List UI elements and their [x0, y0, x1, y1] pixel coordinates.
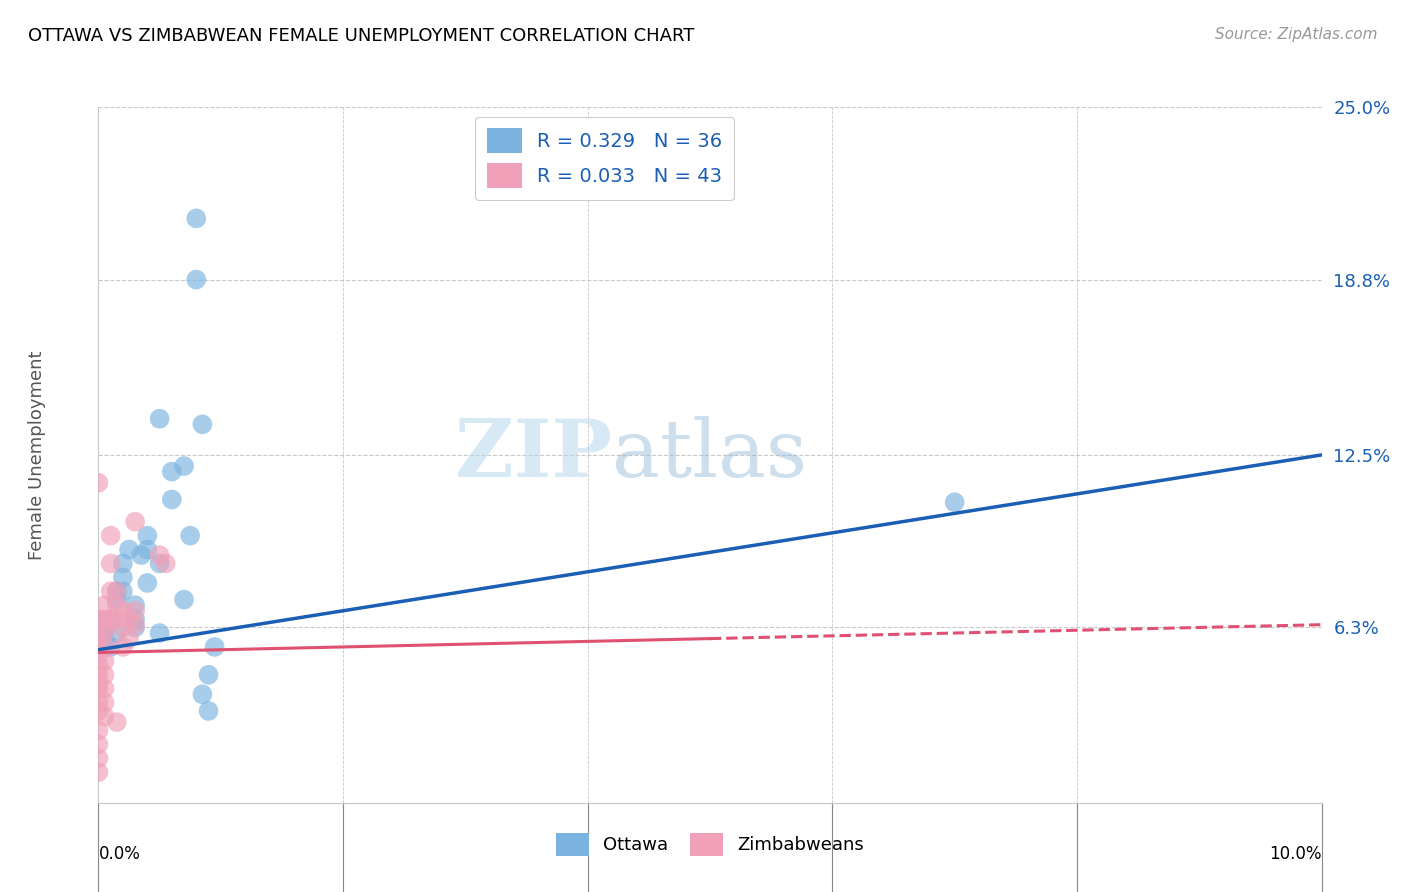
Point: [118, 612, 141, 626]
Text: Source: ZipAtlas.com: Source: ZipAtlas.com: [1215, 27, 1378, 42]
Point: [149, 411, 172, 425]
Point: [111, 620, 134, 634]
Point: [124, 598, 146, 612]
Point: [186, 272, 208, 286]
Point: [93, 632, 115, 646]
Text: Female Unemployment: Female Unemployment: [28, 351, 46, 559]
Point: [124, 604, 146, 618]
Point: [105, 612, 128, 626]
Text: 10.0%: 10.0%: [1270, 845, 1322, 863]
Point: [87, 640, 110, 654]
Point: [197, 704, 219, 718]
Point: [179, 528, 201, 542]
Point: [87, 612, 110, 626]
Point: [136, 576, 159, 591]
Point: [118, 542, 141, 557]
Text: OTTAWA VS ZIMBABWEAN FEMALE UNEMPLOYMENT CORRELATION CHART: OTTAWA VS ZIMBABWEAN FEMALE UNEMPLOYMENT…: [28, 27, 695, 45]
Text: 0.0%: 0.0%: [98, 845, 141, 863]
Point: [136, 528, 159, 542]
Point: [124, 620, 146, 634]
Point: [87, 723, 110, 738]
Point: [173, 458, 195, 473]
Point: [136, 542, 159, 557]
Point: [87, 737, 110, 751]
Point: [87, 681, 110, 696]
Point: [111, 584, 134, 599]
Point: [105, 626, 128, 640]
Point: [93, 598, 115, 612]
Point: [105, 584, 128, 599]
Point: [129, 548, 152, 562]
Point: [87, 659, 110, 673]
Point: [87, 667, 110, 681]
Point: [87, 632, 110, 646]
Point: [186, 211, 208, 226]
Point: [160, 492, 183, 507]
Point: [197, 667, 219, 681]
Point: [124, 617, 146, 632]
Point: [118, 632, 141, 646]
Point: [105, 598, 128, 612]
Point: [105, 584, 128, 599]
Point: [100, 584, 122, 599]
Point: [93, 654, 115, 668]
Point: [87, 648, 110, 663]
Point: [93, 667, 115, 681]
Point: [124, 612, 146, 626]
Point: [173, 592, 195, 607]
Point: [100, 612, 122, 626]
Point: [155, 557, 177, 571]
Point: [93, 640, 115, 654]
Point: [204, 640, 226, 654]
Point: [160, 465, 183, 479]
Point: [191, 417, 214, 432]
Point: [149, 626, 172, 640]
Point: [93, 620, 115, 634]
Legend: Ottawa, Zimbabweans: Ottawa, Zimbabweans: [550, 826, 870, 863]
Point: [93, 709, 115, 723]
Point: [100, 528, 122, 542]
Point: [87, 696, 110, 710]
Point: [149, 557, 172, 571]
Point: [100, 557, 122, 571]
Point: [87, 676, 110, 690]
Point: [93, 612, 115, 626]
Point: [87, 751, 110, 765]
Point: [87, 704, 110, 718]
Point: [93, 626, 115, 640]
Text: atlas: atlas: [612, 416, 807, 494]
Point: [105, 592, 128, 607]
Point: [149, 548, 172, 562]
Point: [100, 615, 122, 629]
Point: [93, 624, 115, 638]
Point: [100, 640, 122, 654]
Point: [124, 515, 146, 529]
Point: [191, 687, 214, 701]
Point: [111, 604, 134, 618]
Point: [87, 475, 110, 490]
Text: ZIP: ZIP: [456, 416, 612, 494]
Point: [105, 715, 128, 730]
Point: [93, 696, 115, 710]
Point: [111, 557, 134, 571]
Point: [87, 765, 110, 780]
Point: [87, 626, 110, 640]
Point: [93, 681, 115, 696]
Point: [111, 570, 134, 584]
Point: [111, 640, 134, 654]
Point: [87, 615, 110, 629]
Point: [943, 495, 966, 509]
